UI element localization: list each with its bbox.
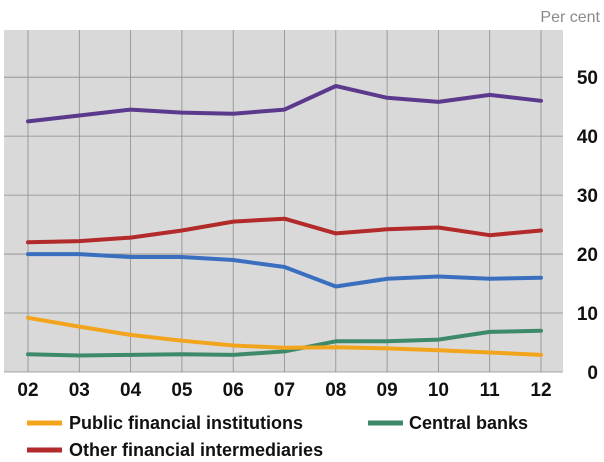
- x-tick-label: 06: [223, 380, 244, 401]
- x-tick-label: 11: [480, 380, 501, 401]
- y-axis-ticks: 0 10 20 30 40 50: [577, 68, 598, 384]
- y-tick-label: 40: [577, 127, 598, 148]
- series-line-1: [26, 84, 543, 124]
- series-lines: [26, 84, 543, 358]
- grid-lines: [4, 30, 563, 373]
- legend-label-other-financial-intermediaries: Other financial intermediaries: [69, 440, 323, 460]
- unit-label: Per cent: [540, 9, 600, 26]
- x-tick-label: 02: [17, 380, 38, 401]
- y-tick-label: 0: [587, 363, 598, 384]
- x-tick-label: 05: [171, 380, 193, 401]
- x-tick-label: 03: [69, 380, 90, 401]
- series-line-4: [26, 328, 543, 358]
- y-tick-label: 50: [577, 68, 598, 89]
- y-tick-label: 30: [577, 186, 598, 207]
- series-line-3: [26, 252, 543, 289]
- legend-label-public-financial-institutions: Public financial institutions: [69, 413, 303, 433]
- x-axis-ticks: 02 03 04 05 06 07 08 09 10 11 12: [17, 380, 551, 401]
- series-line-5: [26, 315, 543, 357]
- series-line-2: [26, 216, 543, 245]
- y-tick-label: 20: [577, 245, 598, 266]
- x-tick-label: 08: [325, 380, 346, 401]
- legend-label-central-banks: Central banks: [409, 413, 528, 433]
- x-tick-label: 12: [530, 380, 551, 401]
- x-tick-label: 10: [428, 380, 449, 401]
- x-tick-label: 04: [120, 380, 142, 401]
- plot-area: [4, 30, 563, 372]
- x-tick-label: 07: [274, 380, 295, 401]
- legend: Public financial institutions Central ba…: [27, 413, 528, 460]
- x-tick-label: 09: [377, 380, 398, 401]
- y-tick-label: 10: [577, 304, 598, 325]
